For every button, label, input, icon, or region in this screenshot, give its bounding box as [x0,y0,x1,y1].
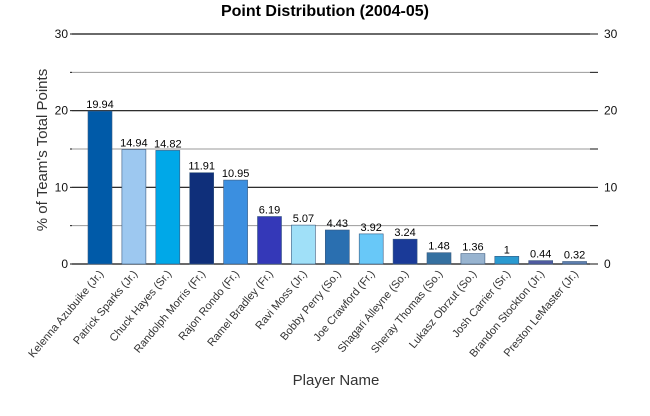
bar [460,253,486,265]
bar [358,233,384,265]
data-label: 19.94 [86,99,114,111]
y-tick-label-right: 10 [604,180,618,194]
data-label: 3.92 [360,222,381,234]
y-tick-label-left: 10 [55,180,69,194]
y-tick-label-right: 0 [604,257,611,271]
data-label: 14.82 [154,138,182,150]
y-axis-left: 0 10 20 30 [55,27,72,271]
bar [223,179,248,265]
data-label: 1.48 [428,241,449,253]
bar [392,238,418,265]
data-label: 0.44 [530,249,551,261]
bar [426,252,452,265]
bar [494,255,520,265]
data-label: 0.32 [564,250,585,262]
bar [121,149,147,265]
data-label: 1.36 [462,242,483,254]
chart-title: Point Distribution (2004-05) [221,3,429,20]
y-tick-label-right: 30 [604,27,618,41]
y-tick-label-left: 20 [55,104,69,118]
data-label: 3.24 [394,227,415,239]
y-axis-right: 0 10 20 30 [590,27,618,271]
bar [257,216,282,265]
category-label: Patrick Sparks (Jr.) [71,268,140,347]
y-tick-label-right: 20 [604,104,618,118]
x-axis-title: Player Name [293,372,380,389]
category-label: Joe Crawford (Fr.) [311,268,377,344]
data-label: 14.94 [120,138,148,150]
bar [528,260,554,265]
bar [324,229,350,265]
y-tick-label-left: 0 [61,257,68,271]
data-label: 4.43 [327,218,348,230]
category-label: Rajon Rondo (Fr.) [177,268,242,343]
data-label: 11.91 [188,161,215,173]
y-tick-label-left: 30 [55,27,69,41]
bar [562,261,587,265]
bar [189,172,214,265]
category-labels: Kelenna Azubuike (Jr.)Patrick Sparks (Jr… [26,268,581,360]
bar [87,110,113,265]
data-label: 5.07 [293,213,314,225]
y-axis-title: % of Team's Total Points [34,69,51,231]
category-label: Ramel Bradley (Fr.) [205,268,275,349]
data-labels: 19.94 14.94 14.82 11.91 10.95 6.19 5.07 4.43 3.9… [86,99,585,261]
bar [155,150,181,265]
data-label: 1 [504,244,510,256]
bars [87,110,587,265]
category-label: Josh Carrier (Sr.) [450,268,513,340]
data-label: 10.95 [222,168,250,180]
category-label: Bobby Perry (So.) [278,268,343,343]
bar [291,224,316,265]
category-label: Chuck Hayes (Sr.) [108,268,175,344]
data-label: 6.19 [259,205,280,217]
